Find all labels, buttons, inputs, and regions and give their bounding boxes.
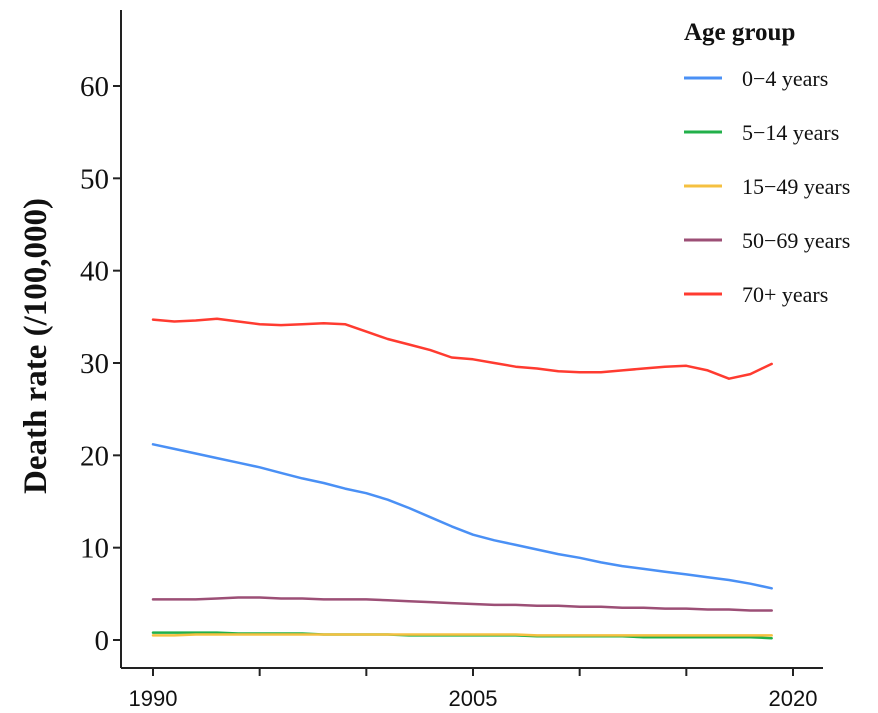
series-line [151,596,773,612]
y-tick-label: 20 [80,440,109,472]
y-tick-label: 60 [80,71,109,103]
series-line [151,317,773,380]
legend-title: Age group [684,19,795,46]
axes [120,10,823,669]
x-tick-label: 1990 [129,686,178,711]
y-tick-label: 50 [80,163,109,195]
legend: Age group 0−4 years 5−14 years 15−49 years… [684,19,850,307]
series-line [151,633,773,637]
x-tick-label: 2020 [769,686,818,711]
legend-items: 0−4 years 5−14 years 15−49 years 50−69 year… [684,66,850,307]
y-axis-label: Death rate (/100,000) [18,198,54,494]
x-tick-label: 2005 [449,686,498,711]
y-ticks: 0 10 20 30 40 50 60 [80,71,121,657]
legend-label: 0−4 years [742,66,828,91]
x-ticks: 1990 2005 2020 [129,668,818,711]
legend-label: 50−69 years [742,228,850,253]
series-line [151,443,773,590]
y-tick-label: 30 [80,348,109,380]
series-layer [151,317,773,640]
y-tick-label: 0 [95,625,110,657]
y-tick-label: 10 [80,533,109,565]
y-tick-label: 40 [80,256,109,288]
legend-label: 70+ years [742,282,828,307]
legend-label: 15−49 years [742,174,850,199]
legend-label: 5−14 years [742,120,839,145]
